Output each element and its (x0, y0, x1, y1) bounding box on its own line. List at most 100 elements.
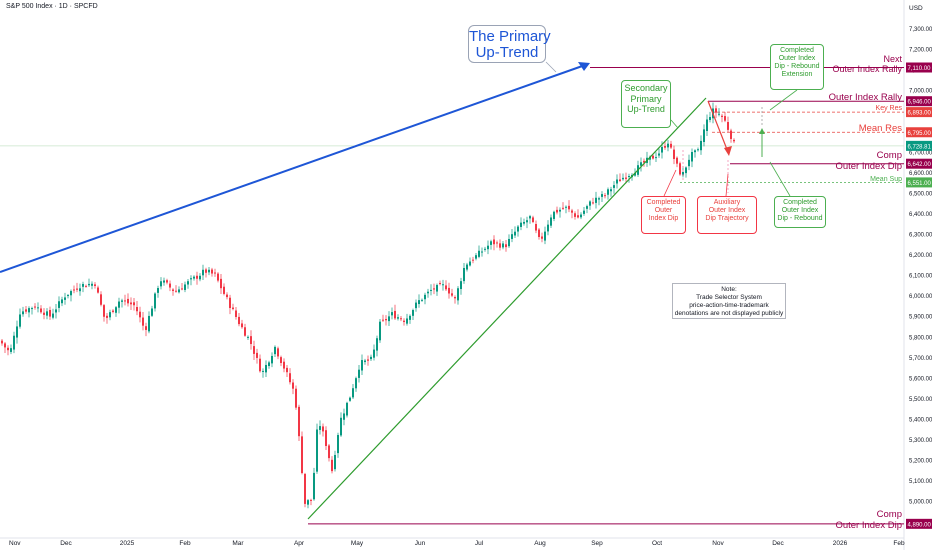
callout-line: Index Dip (648, 215, 679, 222)
candle-body (559, 209, 561, 212)
candle-body (91, 283, 93, 286)
x-tick-label: Dec (60, 540, 72, 547)
candle-body (466, 264, 468, 270)
candle-body (628, 176, 630, 178)
candle-body (13, 335, 15, 350)
candle-body (373, 349, 375, 358)
aux-trajectory-line (707, 100, 729, 153)
candle-body (670, 143, 672, 148)
candle-body (175, 290, 177, 292)
candle-body (346, 402, 348, 416)
x-tick-label: Nov (712, 540, 724, 547)
candle-body (295, 388, 297, 408)
note-line: denotations are not displayed publicly (674, 310, 784, 317)
candle-body (514, 231, 516, 236)
candle-body (502, 243, 504, 248)
candle-body (715, 108, 717, 113)
candle-body (55, 309, 57, 313)
candle-body (337, 434, 339, 454)
candle-body (694, 150, 696, 153)
y-tick-label: 6,700.00 (909, 150, 932, 156)
rebound-extension-callout: Completed Outer Index Dip - Rebound Exte… (770, 44, 824, 90)
callout-pointer (725, 173, 729, 197)
candle-body (511, 234, 513, 239)
callout-line: Dip Trajectory (705, 215, 749, 222)
candle-body (700, 140, 702, 151)
candle-body (190, 278, 192, 280)
candle-body (652, 155, 654, 159)
candle-body (583, 210, 585, 214)
candle-body (685, 167, 687, 174)
secondary-uptrend-callout: Secondary Primary Up-Trend (621, 80, 671, 128)
candle-body (430, 289, 432, 291)
level-label: Mean Sup (870, 176, 902, 183)
candle-body (241, 323, 243, 328)
y-tick-label: 5,000.00 (909, 500, 932, 506)
candle-body (424, 294, 426, 300)
rebound-callout: Completed Outer Index Dip - Rebound (774, 196, 826, 228)
aux-trajectory-arrow (724, 146, 732, 156)
candle-body (322, 426, 324, 432)
candle-body (616, 179, 618, 184)
x-tick-label: Dec (772, 540, 784, 547)
candle-body (421, 299, 423, 301)
candle-body (475, 255, 477, 259)
candle-body (661, 146, 663, 153)
candle-body (730, 130, 732, 139)
x-tick-label: 2025 (120, 540, 135, 547)
y-tick-label: 5,900.00 (909, 315, 932, 321)
candle-body (121, 300, 123, 302)
y-tick-label: 6,100.00 (909, 274, 932, 280)
callout-line: Dip - Rebound (774, 63, 820, 70)
candle-body (22, 311, 24, 315)
candle-body (40, 308, 42, 313)
level-label: Key Res (876, 105, 903, 112)
candle-body (274, 346, 276, 355)
candle-body (244, 327, 246, 336)
candle-body (634, 172, 636, 176)
candle-body (289, 373, 291, 383)
level-label: Outer Index Rally (832, 64, 902, 74)
candle-body (442, 284, 444, 286)
completed-dip-callout: Completed Outer Index Dip (641, 196, 686, 234)
candle-body (247, 336, 249, 338)
candle-body (19, 314, 21, 327)
candle-body (277, 348, 279, 357)
callout-line: Outer (654, 207, 673, 214)
candle-body (145, 326, 147, 330)
candle-body (136, 307, 138, 312)
candle-body (691, 152, 693, 162)
y-tick-label: 6,600.00 (909, 171, 932, 177)
candle-body (409, 315, 411, 320)
candle-body (124, 300, 126, 302)
candle-body (667, 143, 669, 148)
currency-label: USD (909, 5, 923, 12)
candle-body (391, 312, 393, 316)
candle-body (148, 315, 150, 332)
callout-line: Outer Index (781, 207, 819, 214)
candle-body (382, 319, 384, 321)
candle-body (88, 283, 90, 286)
candle-body (451, 293, 453, 296)
candle-body (460, 281, 462, 290)
candle-body (415, 302, 417, 309)
y-tick-label: 6,500.00 (909, 191, 932, 197)
price-tag (906, 127, 932, 138)
y-tick-label: 5,200.00 (909, 459, 932, 465)
y-tick-label: 5,800.00 (909, 335, 932, 341)
candle-body (304, 473, 306, 504)
candle-body (676, 157, 678, 164)
candle-body (112, 310, 114, 312)
callout-line: Outer Index (708, 207, 746, 214)
candle-body (58, 301, 60, 308)
candle-body (673, 149, 675, 159)
candle-body (598, 198, 600, 200)
y-tick-label: 7,300.00 (909, 27, 932, 33)
x-tick-label: Aug (534, 540, 546, 547)
candle-body (1, 340, 3, 344)
candle-body (703, 129, 705, 142)
rebound-arrow-head (759, 128, 765, 134)
x-tick-label: Feb (893, 540, 905, 547)
